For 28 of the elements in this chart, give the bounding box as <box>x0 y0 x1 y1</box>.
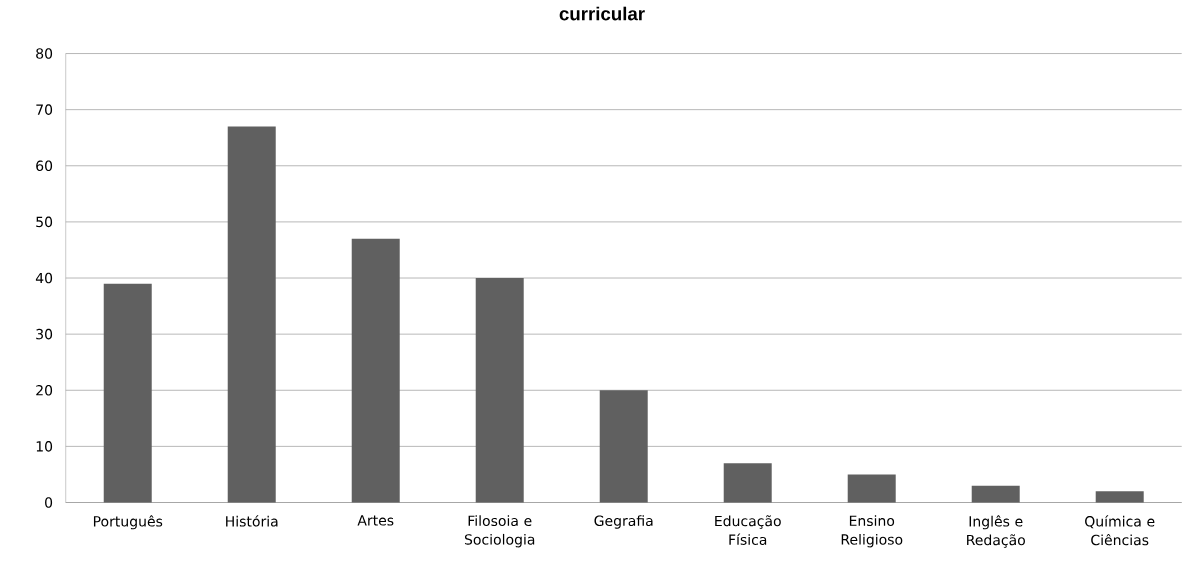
bar <box>475 278 524 503</box>
y-tick-label: 50 <box>36 216 53 228</box>
bar <box>599 390 648 503</box>
x-tick-label: Educação Física <box>715 515 781 545</box>
y-tick-label: 80 <box>36 48 53 59</box>
y-tick-label: 20 <box>36 384 53 396</box>
x-tick-label: Gegrafia <box>594 515 653 529</box>
bar <box>351 238 400 503</box>
x-tick-label: Ensino Religioso <box>841 515 903 548</box>
y-tick-label: 40 <box>35 272 53 284</box>
y-tick-label: 10 <box>36 441 53 452</box>
x-tick-label: Português <box>93 515 163 530</box>
bar <box>847 474 896 503</box>
bar <box>723 463 772 503</box>
chart-title: curricular <box>559 6 645 21</box>
x-tick-label: Química e Ciências <box>1085 515 1155 546</box>
y-tick-label: 70 <box>36 104 53 115</box>
y-tick-label: 60 <box>36 160 53 172</box>
x-tick-label: Inglês e Redação <box>967 515 1025 548</box>
bar <box>1095 491 1144 503</box>
x-tick-label: História <box>226 515 278 527</box>
y-tick-label: 30 <box>36 328 53 340</box>
bar <box>103 283 152 503</box>
bar <box>227 126 276 503</box>
y-tick-label: 0 <box>45 497 53 508</box>
x-tick-label: Filosoia e Sociologia <box>464 515 535 548</box>
bar <box>971 485 1020 503</box>
x-tick-label: Artes <box>357 515 394 526</box>
